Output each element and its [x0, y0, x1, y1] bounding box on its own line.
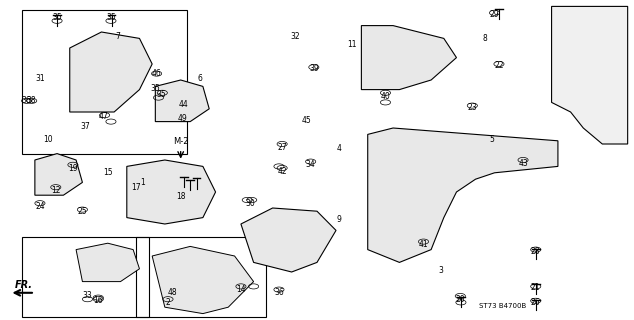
Polygon shape [35, 154, 82, 195]
Text: 1: 1 [140, 178, 145, 187]
Text: 2: 2 [165, 298, 171, 307]
Bar [22, 10, 187, 154]
Text: 29: 29 [489, 10, 500, 19]
Text: 24: 24 [35, 202, 45, 211]
Text: FR.: FR. [15, 280, 33, 290]
Text: 22: 22 [495, 61, 504, 70]
Text: 35: 35 [106, 13, 116, 22]
Text: 21: 21 [531, 284, 540, 292]
Text: 45: 45 [301, 116, 311, 124]
Polygon shape [152, 246, 254, 314]
Polygon shape [155, 80, 209, 122]
Text: 27: 27 [277, 143, 287, 152]
Text: 10: 10 [42, 135, 53, 144]
Text: 28: 28 [531, 247, 540, 256]
Polygon shape [368, 128, 558, 262]
Text: 3: 3 [438, 266, 443, 275]
Text: 20: 20 [455, 295, 465, 304]
Text: 11: 11 [347, 40, 356, 49]
Text: 38: 38 [27, 96, 37, 105]
Text: 6: 6 [197, 74, 202, 83]
Text: 48: 48 [167, 288, 178, 297]
Text: 43: 43 [518, 159, 528, 168]
Text: 36: 36 [274, 288, 284, 297]
Text: M-2: M-2 [173, 137, 188, 146]
Text: 46: 46 [152, 69, 162, 78]
Bar [136, 237, 266, 317]
Text: 25: 25 [77, 207, 87, 216]
Text: 44: 44 [179, 100, 189, 108]
Text: 49: 49 [178, 114, 188, 123]
Polygon shape [127, 160, 216, 224]
Text: 33: 33 [82, 292, 93, 300]
Text: 35: 35 [150, 84, 160, 92]
Bar [22, 237, 149, 317]
Text: 41: 41 [418, 240, 429, 249]
Text: 16: 16 [93, 296, 103, 305]
Text: ST73 B4700B: ST73 B4700B [479, 303, 526, 309]
Text: 4: 4 [337, 144, 342, 153]
Text: 35: 35 [52, 13, 62, 22]
Text: 37: 37 [81, 122, 91, 131]
Text: 8: 8 [482, 34, 488, 43]
Text: 31: 31 [35, 74, 45, 83]
Text: 34: 34 [306, 160, 316, 169]
Text: 32: 32 [290, 32, 300, 41]
Text: 39: 39 [309, 64, 319, 73]
Polygon shape [76, 243, 139, 282]
Polygon shape [70, 32, 152, 112]
Text: 26: 26 [531, 298, 541, 307]
Text: 17: 17 [131, 183, 141, 192]
Polygon shape [361, 26, 456, 90]
Text: 14: 14 [236, 285, 246, 294]
Polygon shape [552, 6, 628, 144]
Text: 36: 36 [22, 96, 32, 105]
Text: 9: 9 [337, 215, 342, 224]
Text: 7: 7 [115, 32, 120, 41]
Text: 15: 15 [103, 168, 113, 177]
Text: 35: 35 [157, 90, 167, 99]
Text: 42: 42 [277, 167, 287, 176]
Polygon shape [241, 208, 336, 272]
Text: 19: 19 [68, 164, 78, 172]
Text: 40: 40 [380, 92, 391, 100]
Text: 18: 18 [176, 192, 185, 201]
Text: 5: 5 [489, 135, 494, 144]
Text: 23: 23 [467, 103, 477, 112]
Text: 12: 12 [51, 186, 60, 195]
Text: 30: 30 [245, 199, 256, 208]
Text: 47: 47 [98, 112, 108, 121]
